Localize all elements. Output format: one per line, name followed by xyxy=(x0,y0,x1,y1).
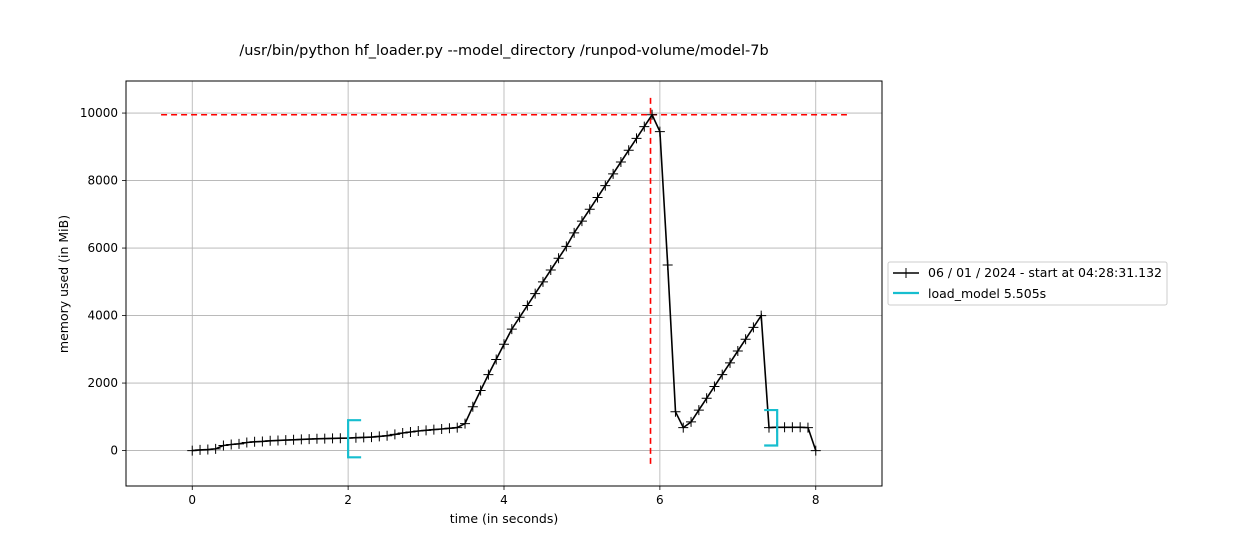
data-point xyxy=(374,431,385,442)
data-point xyxy=(405,427,416,437)
data-point xyxy=(491,354,502,365)
data-point xyxy=(483,369,494,380)
data-point xyxy=(460,418,471,429)
data-point xyxy=(584,204,595,215)
data-point xyxy=(810,445,821,456)
data-point xyxy=(366,432,377,443)
data-point xyxy=(444,423,455,434)
data-point xyxy=(234,438,245,449)
data-point xyxy=(514,312,525,323)
x-axis-label: time (in seconds) xyxy=(450,511,558,526)
legend: 06 / 01 / 2024 - start at 04:28:31.132 l… xyxy=(887,261,1168,306)
data-point xyxy=(421,425,432,436)
legend-label-load-model: load_model 5.505s xyxy=(928,286,1046,301)
load-model-start-bracket xyxy=(347,419,362,459)
load-model-end-bracket xyxy=(764,408,779,447)
y-tick-label: 6000 xyxy=(87,241,118,255)
data-point xyxy=(670,406,681,417)
data-point xyxy=(506,324,517,335)
x-tick-label: 2 xyxy=(344,493,352,507)
data-point xyxy=(210,443,221,454)
data-point xyxy=(218,440,229,451)
y-tick-label: 0 xyxy=(110,444,118,458)
data-point xyxy=(436,423,447,434)
y-tick-label: 2000 xyxy=(87,376,118,390)
data-point xyxy=(600,180,611,191)
data-point xyxy=(639,121,650,132)
data-point xyxy=(631,133,642,144)
data-point xyxy=(522,300,533,311)
data-point xyxy=(615,157,626,167)
data-point xyxy=(413,425,424,436)
data-point xyxy=(662,259,673,270)
data-point xyxy=(748,322,759,333)
data-point xyxy=(467,401,478,412)
y-axis-label: memory used (in MiB) xyxy=(56,215,71,353)
y-tick-label: 8000 xyxy=(87,174,118,188)
data-point xyxy=(537,276,548,287)
data-point xyxy=(226,439,237,450)
data-point xyxy=(499,339,509,350)
x-tick-label: 0 xyxy=(188,493,196,507)
legend-box xyxy=(887,261,1168,306)
data-point xyxy=(553,253,564,264)
data-point xyxy=(701,393,712,404)
ticks: 0 2 4 6 8 0 2000 4000 6000 8000 10000 xyxy=(80,106,820,507)
data-point xyxy=(756,310,767,321)
data-point xyxy=(717,369,728,380)
data-point xyxy=(187,445,198,456)
y-tick-label: 10000 xyxy=(80,106,118,120)
data-point xyxy=(452,422,463,433)
data-point xyxy=(592,192,603,203)
data-point xyxy=(561,241,572,252)
data-point xyxy=(569,227,580,238)
data-point xyxy=(654,126,665,137)
y-tick-label: 4000 xyxy=(87,309,118,323)
grid xyxy=(126,81,882,486)
data-point xyxy=(686,416,697,427)
data-point xyxy=(802,422,813,433)
data-point xyxy=(725,357,736,368)
data-point xyxy=(382,430,393,441)
legend-label-memory: 06 / 01 / 2024 - start at 04:28:31.132 xyxy=(928,265,1162,280)
data-point xyxy=(608,168,619,179)
data-point xyxy=(475,385,486,396)
data-point xyxy=(709,381,720,392)
data-point xyxy=(428,424,439,435)
data-point xyxy=(241,437,252,448)
data-point xyxy=(397,428,408,439)
data-point xyxy=(530,288,541,299)
x-tick-label: 6 xyxy=(656,493,664,507)
legend-marker-memory xyxy=(901,268,911,278)
data-point xyxy=(545,265,556,275)
data-point xyxy=(389,429,400,440)
data-point xyxy=(732,346,743,356)
data-point xyxy=(257,436,268,447)
x-tick-label: 4 xyxy=(500,493,508,507)
data-point xyxy=(693,405,704,416)
data-point xyxy=(678,422,689,433)
x-tick-label: 8 xyxy=(812,493,820,507)
data-point xyxy=(623,145,634,156)
series-layer xyxy=(187,109,821,459)
data-point xyxy=(740,334,751,345)
peak-markers xyxy=(161,97,847,468)
data-point xyxy=(576,216,587,227)
chart-title: /usr/bin/python hf_loader.py --model_dir… xyxy=(239,43,768,59)
data-point xyxy=(647,109,658,120)
data-point xyxy=(202,444,213,455)
